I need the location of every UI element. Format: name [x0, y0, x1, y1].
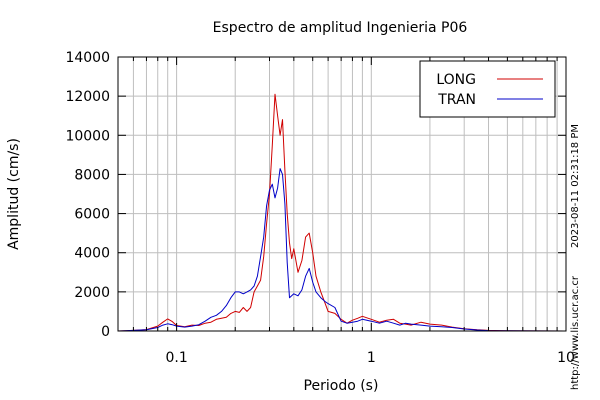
x-tick-label: 10 [557, 350, 575, 366]
series-lines [117, 93, 567, 332]
legend: LONG TRAN [419, 60, 556, 118]
url-label: http://www.lis.ucr.ac.cr [570, 275, 581, 390]
timestamp-label: 2023-08-11 02:31:18 PM [570, 124, 581, 248]
y-tick-label: 0 [101, 324, 110, 340]
plot-frame [117, 56, 567, 332]
legend-box [419, 60, 556, 118]
legend-label-tran: TRAN [437, 92, 476, 108]
y-tick-label: 10000 [65, 128, 110, 144]
y-tick-label: 6000 [74, 207, 110, 223]
x-tick-label: 1 [367, 350, 376, 366]
y-tick-label: 4000 [74, 246, 110, 262]
y-axis-label: Amplitud (cm/s) [6, 138, 22, 250]
x-axis-label: Periodo (s) [304, 378, 379, 394]
y-tick-label: 2000 [74, 285, 110, 301]
series-line-tran [117, 168, 567, 332]
axis-ticks: 0 2000 4000 6000 8000 10000 12000 14000 0.1 1 10 [65, 50, 574, 366]
chart-title: Espectro de amplitud Ingenieria P06 [213, 20, 468, 36]
x-tick-label: 0.1 [165, 350, 187, 366]
y-tick-label: 8000 [74, 167, 110, 183]
legend-label-long: LONG [436, 72, 476, 88]
grid-lines [117, 56, 567, 332]
y-tick-label: 14000 [65, 50, 110, 66]
y-tick-label: 12000 [65, 89, 110, 105]
